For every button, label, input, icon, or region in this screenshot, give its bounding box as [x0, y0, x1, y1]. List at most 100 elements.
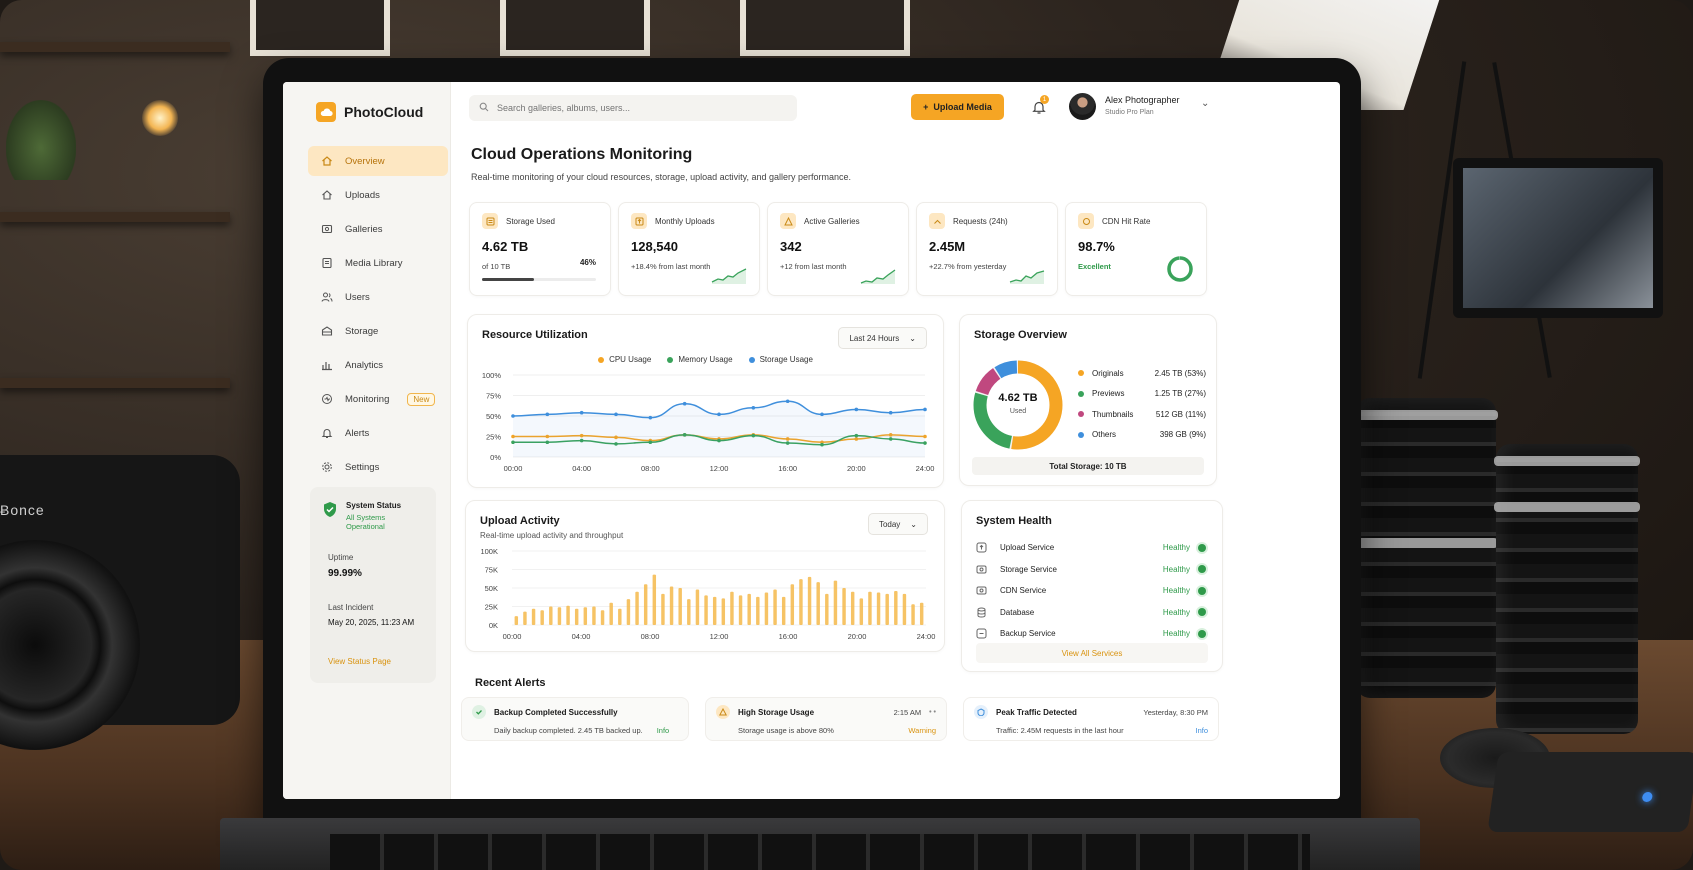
- warning-icon: [716, 705, 730, 719]
- data-point: [648, 415, 653, 420]
- kpi-cdn-hit-rate[interactable]: CDN Hit Rate 98.7% Excellent: [1065, 202, 1207, 296]
- sidebar-item-alerts[interactable]: Alerts: [308, 418, 448, 448]
- main-content: + Upload Media 1 Alex Photographer Studi…: [451, 82, 1340, 799]
- y-tick-label: 50%: [486, 412, 501, 421]
- kpi-storage-used[interactable]: Storage Used 4.62 TB of 10 TB 46%: [469, 202, 611, 296]
- users-icon: [320, 291, 333, 304]
- kpi-requests[interactable]: Requests (24h) 2.45M +22.7% from yesterd…: [916, 202, 1058, 296]
- sidebar-item-galleries[interactable]: Galleries: [308, 214, 448, 244]
- kpi-label: Storage Used: [506, 216, 555, 226]
- data-point: [511, 440, 515, 445]
- donut-slice-originals: [973, 360, 1063, 450]
- avatar[interactable]: [1069, 93, 1096, 120]
- page-title: Cloud Operations Monitoring: [471, 146, 693, 163]
- check-circle-icon: [472, 705, 486, 719]
- view-all-services-link[interactable]: View All Services: [976, 643, 1208, 663]
- kpi-value: 2.45M: [929, 239, 966, 254]
- service-row[interactable]: Upload Service Healthy: [976, 537, 1206, 559]
- storage-legend: Originals 2.45 TB (53%) Previews 1.25 TB (…: [1078, 363, 1206, 445]
- sidebar-item-monitoring[interactable]: Monitoring New: [308, 384, 448, 414]
- sidebar-item-label: Settings: [345, 461, 380, 473]
- sidebar: PhotoCloud Overview Uploads Galleries Me…: [283, 82, 451, 799]
- kpi-value: 128,540: [631, 239, 678, 254]
- view-status-page-link[interactable]: View Status Page: [328, 657, 392, 666]
- kpi-sub: +12 from last month: [780, 262, 847, 271]
- sidebar-item-overview[interactable]: Overview: [308, 146, 448, 176]
- kpi-active-galleries[interactable]: Active Galleries 342 +12 from last month: [767, 202, 909, 296]
- legend-item[interactable]: CPU Usage: [598, 355, 651, 364]
- storage-icon: [482, 213, 498, 229]
- service-row[interactable]: CDN Service Healthy: [976, 580, 1206, 602]
- data-point: [854, 437, 859, 441]
- lamp: [142, 100, 178, 136]
- requests-icon: [929, 213, 945, 229]
- upload-bar: [816, 582, 820, 625]
- alert-item[interactable]: Peak Traffic Detected Yesterday, 8:30 PM…: [963, 697, 1219, 741]
- uptime-label: Uptime: [328, 553, 354, 562]
- sidebar-item-media-library[interactable]: Media Library: [308, 248, 448, 278]
- alert-tag: Info: [1195, 726, 1208, 735]
- x-tick-label: 24:00: [916, 464, 935, 473]
- upload-icon: [631, 213, 647, 229]
- alert-time: Yesterday, 8:30 PM: [1143, 707, 1208, 717]
- date-range-dropdown[interactable]: Today ⌄: [867, 513, 928, 535]
- upload-bar: [609, 602, 613, 625]
- service-row[interactable]: Database Healthy: [976, 602, 1206, 624]
- time-range-dropdown[interactable]: Last 24 Hours ⌄: [838, 327, 927, 349]
- user-name[interactable]: Alex Photographer: [1105, 95, 1180, 105]
- legend-item[interactable]: Storage Usage: [748, 355, 813, 364]
- storage-progress-fill: [482, 278, 535, 281]
- y-tick-label: 0K: [489, 621, 498, 630]
- kpi-percent: 46%: [579, 258, 596, 267]
- service-row[interactable]: Backup Service Healthy: [976, 623, 1206, 645]
- legend-item[interactable]: Memory Usage: [667, 355, 733, 364]
- service-row[interactable]: Storage Service Healthy: [976, 559, 1206, 581]
- sidebar-item-users[interactable]: Users: [308, 282, 448, 312]
- plus-icon: +: [923, 102, 929, 112]
- alert-title: Backup Completed Successfully: [494, 707, 618, 717]
- kpi-monthly-uploads[interactable]: Monthly Uploads 128,540 +18.4% from last…: [618, 202, 760, 296]
- x-tick-label: 00:00: [504, 464, 523, 473]
- upload-bar: [600, 610, 605, 625]
- chevron-down-icon: ⌄: [909, 333, 916, 343]
- brand[interactable]: PhotoCloud: [316, 102, 423, 122]
- sidebar-item-storage[interactable]: Storage: [308, 316, 448, 346]
- notifications-button[interactable]: 1: [1031, 95, 1049, 115]
- sidebar-item-settings[interactable]: Settings: [308, 452, 448, 482]
- status-title: System Status: [346, 501, 402, 510]
- bell-icon: [320, 427, 333, 440]
- x-tick-label: 08:00: [641, 632, 660, 641]
- storage-progress-bar: [482, 278, 596, 281]
- alert-item[interactable]: Backup Completed Successfully Daily back…: [461, 697, 689, 741]
- alert-item[interactable]: High Storage Usage 2:15 AM • • Storage u…: [705, 697, 947, 741]
- data-point: [717, 412, 721, 417]
- data-point: [579, 438, 584, 443]
- traffic-icon: [974, 705, 988, 719]
- x-tick-label: 12:00: [710, 464, 729, 473]
- upload-media-button[interactable]: + Upload Media: [911, 94, 1004, 120]
- y-tick-label: 100%: [482, 371, 502, 380]
- data-point: [717, 438, 721, 443]
- data-point: [682, 433, 687, 437]
- upload-media-label: Upload Media: [933, 102, 992, 112]
- sidebar-item-uploads[interactable]: Uploads: [308, 180, 448, 210]
- upload-activity-card: Upload Activity Real-time upload activit…: [465, 500, 945, 652]
- sidebar-nav: Overview Uploads Galleries Media Library…: [308, 146, 448, 486]
- search-input[interactable]: [497, 103, 777, 113]
- upload-bar: [574, 608, 579, 625]
- chevron-down-icon[interactable]: ⌄: [1201, 98, 1210, 109]
- x-tick-label: 24:00: [917, 632, 936, 641]
- search-bar[interactable]: [469, 95, 797, 121]
- upload-service-icon: [976, 542, 988, 553]
- data-point: [682, 401, 687, 406]
- y-tick-label: 0%: [490, 453, 501, 462]
- upload-bar: [669, 586, 674, 625]
- data-point: [785, 399, 790, 404]
- healthy-indicator: [1198, 629, 1206, 638]
- recent-alerts-title: Recent Alerts: [475, 677, 546, 689]
- more-icon[interactable]: • •: [929, 708, 936, 716]
- studio-monitor: [1453, 158, 1663, 318]
- data-point: [614, 435, 618, 440]
- donut-slice-previews: [973, 360, 1063, 450]
- sidebar-item-analytics[interactable]: Analytics: [308, 350, 448, 380]
